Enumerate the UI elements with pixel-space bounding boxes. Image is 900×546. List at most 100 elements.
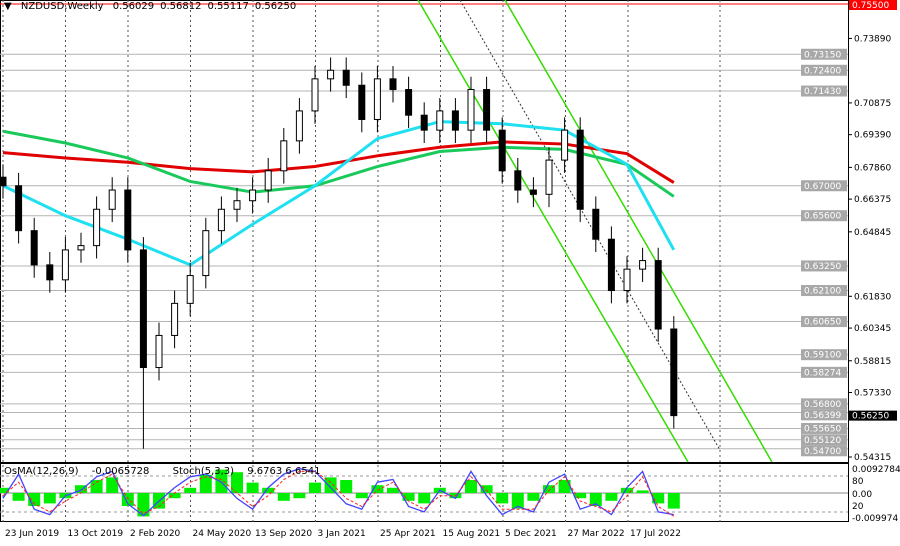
candle-body <box>280 140 288 172</box>
osma-bar <box>527 493 540 501</box>
candle-body <box>30 230 38 266</box>
oscillator-pane <box>0 468 848 517</box>
osma-bar <box>262 487 275 493</box>
price-tick-label: 0.66375 <box>854 195 891 205</box>
price-tick-label: 0.60345 <box>854 324 891 334</box>
osc-axis-label: 80 <box>852 477 864 487</box>
candle-body <box>0 176 7 187</box>
level-label: 0.56399 <box>804 411 841 421</box>
osma-bar <box>0 487 9 493</box>
channel-lower-line[interactable] <box>417 0 689 463</box>
candle-body <box>171 302 179 336</box>
osma-bar <box>137 493 150 517</box>
osma-bar <box>293 493 306 499</box>
level-label-bg <box>801 180 847 192</box>
stoch-main-line <box>2 468 674 517</box>
current-price-label: 0.56250 <box>852 412 889 422</box>
osma-bar <box>418 493 431 504</box>
candle-body <box>295 110 303 142</box>
stoch-signal-line <box>2 470 675 517</box>
time-tick-label: 27 Mar 2022 <box>568 529 625 539</box>
osma-bar <box>43 493 56 504</box>
level-label: 0.59100 <box>804 351 841 361</box>
candle-body <box>420 114 428 131</box>
osc-axis-label: 20 <box>852 502 864 512</box>
level-label: 0.55120 <box>804 436 841 446</box>
candle-body <box>623 268 631 292</box>
osma-bar <box>246 482 259 493</box>
low-value: 0.55117 <box>207 1 249 12</box>
osma-bar <box>621 487 633 493</box>
price-tick-label: 0.57330 <box>854 389 891 399</box>
candle-body <box>483 89 491 131</box>
indicator-header: OsMA(12,26,9) -0.0065728 Stoch(5,3,3) 9.… <box>4 466 340 477</box>
level-label: 0.72400 <box>804 66 841 76</box>
symbol-label: NZDUSD,Weekly <box>20 1 104 12</box>
candle-body <box>639 260 647 270</box>
time-tick-label: 25 Apr 2021 <box>380 529 436 539</box>
level-label-bg <box>801 422 847 434</box>
channel-mid-dotted-line[interactable] <box>459 0 721 451</box>
open-value: 0.56029 <box>112 1 155 12</box>
osma-bar <box>496 493 509 504</box>
current-price-label-bg <box>849 410 897 421</box>
osma-label: OsMA(12,26,9) -0.0065728 <box>4 466 150 477</box>
osma-bar <box>589 493 602 506</box>
candle-body <box>451 110 459 131</box>
time-tick-label: 15 Aug 2021 <box>443 529 501 539</box>
ma-green-line <box>2 129 675 198</box>
osma-bar <box>199 474 212 493</box>
candle-body <box>389 78 397 91</box>
osma-bar <box>667 493 680 509</box>
osma-bar <box>277 493 290 501</box>
osma-bar <box>605 493 618 501</box>
time-tick-label: 13 Oct 2019 <box>68 529 124 539</box>
level-label-bg <box>801 409 847 421</box>
channel-upper-line[interactable] <box>504 0 773 463</box>
osma-bar <box>12 493 25 501</box>
candle-body <box>311 78 319 112</box>
candle-body <box>15 185 23 232</box>
candle-body <box>607 238 615 292</box>
time-tick-label: 2 Feb 2020 <box>130 529 181 539</box>
candle-body <box>93 208 101 247</box>
level-label: 0.55650 <box>804 424 841 434</box>
osc-axis-label: -0.009974 <box>852 514 898 524</box>
level-label-bg <box>801 366 847 378</box>
osma-bar <box>215 469 228 493</box>
osma-bar <box>371 485 384 493</box>
osma-bar <box>106 477 119 493</box>
level-label-bg <box>801 64 847 76</box>
osma-bar <box>558 480 571 493</box>
candle-body <box>233 200 241 210</box>
candle-body <box>108 189 116 210</box>
candle-body <box>561 129 569 161</box>
price-tick-label: 0.54315 <box>854 453 891 463</box>
level-label-bg <box>801 260 847 272</box>
level-label-bg <box>801 316 847 328</box>
candle-body <box>467 89 475 131</box>
osma-bar <box>387 487 399 493</box>
candle-body <box>264 170 272 191</box>
level-label-bg <box>801 210 847 222</box>
level-label: 0.67000 <box>804 182 841 192</box>
osma-bar <box>355 493 368 499</box>
osc-axis-label: 0.0092784 <box>852 465 900 475</box>
candle-body <box>61 249 69 281</box>
level-label: 0.63250 <box>804 262 841 272</box>
candle-body <box>670 328 678 417</box>
ma-cyan-line <box>2 120 676 267</box>
osma-bar <box>636 490 649 493</box>
candle-body <box>545 159 553 195</box>
price-tick-label: 0.73890 <box>854 34 891 44</box>
osma-bar <box>574 493 587 499</box>
dropdown-triangle-icon[interactable]: ▼ <box>4 1 12 12</box>
level-label: 0.71430 <box>804 87 841 97</box>
price-tick-label: 0.61830 <box>854 292 891 302</box>
price-tick-label: 0.69390 <box>854 131 891 141</box>
osma-bar <box>90 480 103 493</box>
candle-body <box>186 275 194 304</box>
level-label-bg <box>801 48 847 60</box>
